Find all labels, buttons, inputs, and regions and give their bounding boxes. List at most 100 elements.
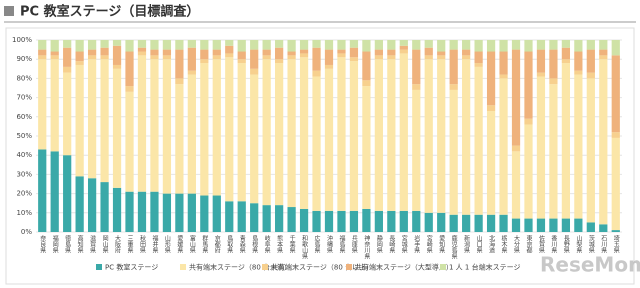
bar-segment: [499, 214, 508, 232]
bar-segment: [387, 49, 396, 56]
bar-segment: [287, 207, 296, 232]
bar-segment: [362, 40, 371, 52]
y-tick-label: 70%: [16, 94, 32, 102]
x-tick-label: 広島県: [313, 234, 320, 254]
x-tick-label: 徳島県: [64, 234, 71, 254]
bar-segment: [312, 47, 321, 71]
y-tick-label: 20%: [16, 190, 32, 198]
bar-segment: [574, 70, 583, 75]
bar-segment: [424, 59, 433, 213]
bar-segment: [462, 55, 471, 60]
bar-segment: [150, 55, 159, 60]
x-tick-label: 秋田県: [138, 234, 145, 254]
bar-segment: [362, 80, 371, 87]
bar-segment: [424, 55, 433, 60]
bar-segment: [549, 40, 558, 50]
bar-segment: [137, 51, 147, 56]
bar-segment: [561, 47, 571, 60]
bar-segment: [574, 74, 583, 219]
bar-segment: [437, 51, 446, 56]
bar-segment: [449, 40, 458, 50]
bar-segment: [337, 210, 346, 232]
bar-segment: [175, 49, 184, 79]
bar-segment: [262, 49, 271, 56]
y-tick-label: 40%: [16, 151, 32, 159]
y-tick-label: 30%: [16, 170, 32, 178]
bar-segment: [349, 61, 359, 211]
x-tick-label: 大分県: [513, 234, 520, 254]
bar-segment: [162, 193, 172, 232]
bar-segment: [75, 176, 84, 232]
bar-segment: [175, 40, 184, 50]
legend-swatch: [346, 264, 352, 270]
bar-segment: [200, 40, 209, 50]
bar-segment: [38, 49, 47, 56]
bar-segment: [175, 193, 184, 232]
bar-segment: [50, 51, 59, 56]
bar-segment: [225, 40, 234, 46]
y-tick-label: 90%: [16, 55, 32, 63]
bar-segment: [137, 47, 147, 52]
bar-segment: [299, 53, 309, 58]
bar-segment: [299, 40, 309, 50]
x-tick-label: 愛知県: [438, 234, 445, 254]
bar-segment: [137, 191, 147, 232]
bar-segment: [486, 214, 496, 232]
bar-segment: [275, 59, 284, 64]
bar-segment: [511, 151, 521, 219]
x-tick-label: 兵庫県: [350, 234, 357, 254]
bar-segment: [437, 55, 446, 60]
bar-segment: [112, 187, 122, 232]
bar-segment: [362, 51, 371, 81]
bar-segment: [374, 55, 383, 60]
bar-segment: [63, 155, 72, 232]
bar-segment: [349, 57, 359, 62]
x-tick-label: 京都府: [213, 234, 220, 254]
bar-segment: [536, 76, 546, 219]
bar-segment: [536, 40, 546, 50]
bar-segment: [387, 210, 396, 232]
bar-segment: [187, 47, 196, 71]
bar-segment: [38, 40, 47, 50]
legend-swatch: [180, 264, 186, 270]
bar-segment: [125, 191, 134, 232]
bar-segment: [524, 124, 533, 219]
bar-segment: [337, 53, 346, 58]
bar-segment: [599, 49, 608, 56]
bar-segment: [599, 224, 608, 232]
bar-segment: [474, 214, 483, 232]
bar-segment: [462, 49, 471, 56]
title-icon: [4, 6, 14, 16]
bar-segment: [299, 49, 309, 54]
x-tick-label: 大阪府: [114, 234, 121, 254]
bar-segment: [112, 45, 122, 65]
x-tick-label: 岡山県: [101, 235, 108, 254]
bar-segment: [50, 55, 59, 60]
bar-segment: [262, 205, 271, 232]
bar-segment: [137, 55, 147, 192]
bar-segment: [499, 51, 508, 75]
bar-segment: [549, 78, 558, 85]
bar-segment: [611, 137, 620, 231]
bar-segment: [599, 59, 608, 225]
bar-segment: [374, 40, 383, 50]
legend-swatch: [262, 264, 268, 270]
bar-segment: [362, 86, 371, 209]
bar-segment: [175, 78, 184, 85]
bar-segment: [125, 91, 134, 192]
bar-segment: [511, 218, 521, 232]
bar-segment: [212, 49, 221, 56]
bar-segment: [225, 57, 234, 202]
bar-segment: [474, 40, 483, 52]
x-tick-label: 埼玉県: [612, 234, 619, 254]
bar-segment: [87, 178, 97, 232]
bar-segment: [462, 59, 471, 215]
y-tick-label: 100%: [12, 36, 32, 44]
x-tick-label: 東京都: [525, 234, 532, 254]
x-tick-label: 島根県: [251, 234, 258, 254]
bar-segment: [349, 210, 359, 232]
bar-segment: [63, 66, 72, 73]
bar-segment: [536, 72, 546, 77]
bar-segment: [486, 51, 496, 106]
